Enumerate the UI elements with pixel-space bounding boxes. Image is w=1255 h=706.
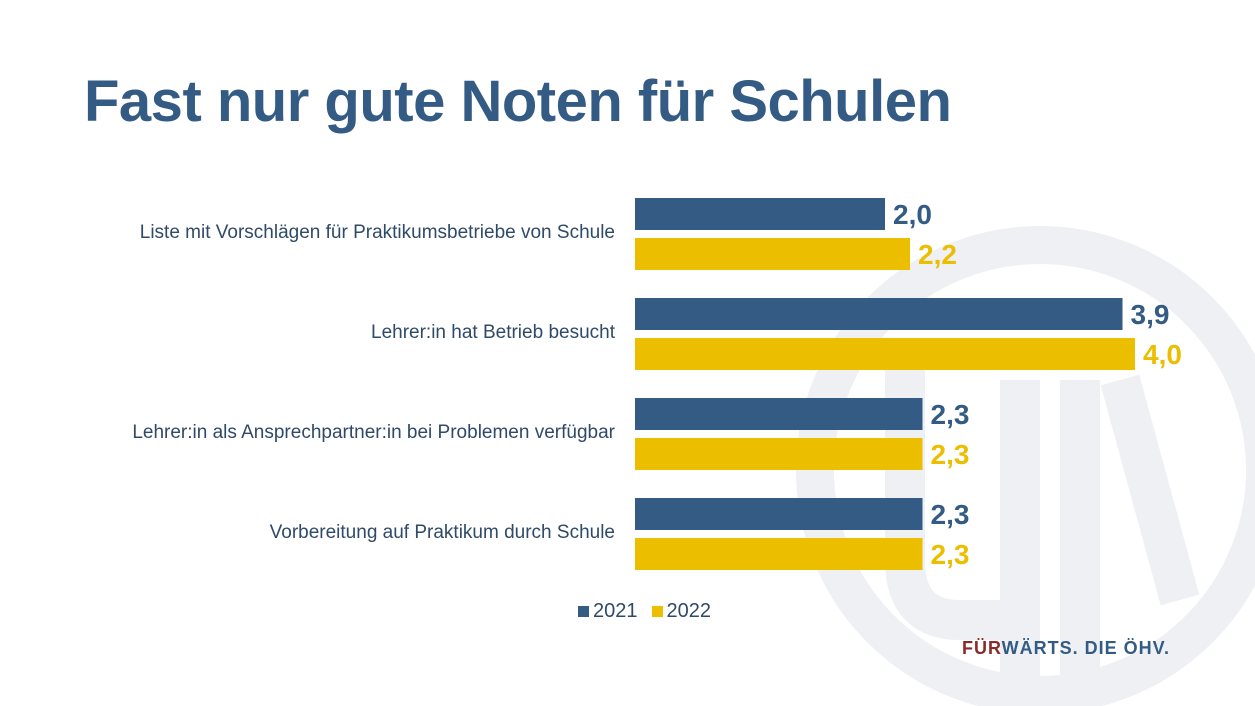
data-label-2021: 2,3 <box>931 399 970 430</box>
category-label: Lehrer:in hat Betrieb besucht <box>371 322 615 343</box>
category-label: Liste mit Vorschlägen für Praktikumsbetr… <box>139 222 615 243</box>
bar-2021 <box>635 298 1123 330</box>
data-label-2021: 3,9 <box>1131 299 1170 330</box>
data-label-2022: 2,2 <box>918 239 957 270</box>
legend-item-2021: 2021 <box>578 600 638 623</box>
bar-2022 <box>635 238 910 270</box>
legend: 2021 2022 <box>578 600 711 623</box>
data-label-2022: 2,3 <box>931 539 970 570</box>
data-label-2021: 2,3 <box>931 499 970 530</box>
bar-2021 <box>635 498 923 530</box>
legend-label-2021: 2021 <box>593 600 638 622</box>
category-label: Lehrer:in als Ansprechpartner:in bei Pro… <box>132 422 615 443</box>
footer-slogan-rest: WÄRTS. DIE ÖHV. <box>1001 638 1171 658</box>
data-label-2022: 2,3 <box>931 439 970 470</box>
legend-item-2022: 2022 <box>651 600 712 623</box>
bar-2022 <box>635 538 923 570</box>
bar-2022 <box>635 438 923 470</box>
bar-2021 <box>635 198 885 230</box>
data-label-2022: 4,0 <box>1143 339 1182 370</box>
legend-swatch-2022 <box>651 606 663 617</box>
data-label-2021: 2,0 <box>893 199 932 230</box>
footer-slogan: FÜRWÄRTS. DIE ÖHV. <box>962 638 1170 659</box>
legend-label-2022: 2022 <box>666 600 712 622</box>
footer-slogan-accent: FÜR <box>962 638 1002 658</box>
bar-2021 <box>635 398 923 430</box>
legend-swatch-2021 <box>578 606 589 617</box>
bar-2022 <box>635 338 1135 370</box>
page-title: Fast nur gute Noten für Schulen <box>84 69 952 134</box>
category-label: Vorbereitung auf Praktikum durch Schule <box>269 522 615 543</box>
